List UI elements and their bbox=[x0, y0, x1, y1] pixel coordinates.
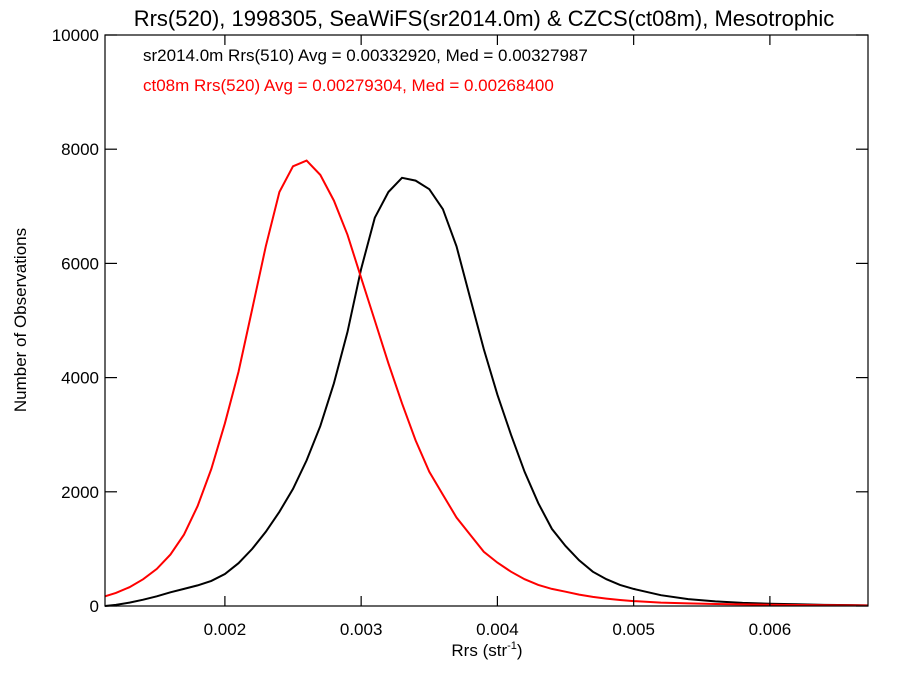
ticks-layer: 0.002 0.003 0.004 0.005 0.006 0 2000 4000 6000 80… bbox=[52, 26, 868, 639]
y-tick-label: 2000 bbox=[61, 483, 99, 502]
series-line-1 bbox=[104, 159, 869, 607]
x-axis-label-superscript: -1 bbox=[507, 640, 517, 652]
x-axis-label: Rrs (str-1) bbox=[451, 640, 522, 660]
y-tick-label: 10000 bbox=[52, 26, 99, 45]
y-tick-label: 4000 bbox=[61, 369, 99, 388]
annotation-red: ct08m Rrs(520) Avg = 0.00279304, Med = 0… bbox=[143, 76, 554, 95]
x-axis-label-end: ) bbox=[517, 641, 523, 660]
x-axis-label-main: Rrs (str bbox=[451, 641, 507, 660]
y-tick-label: 8000 bbox=[61, 140, 99, 159]
x-tick-label: 0.005 bbox=[612, 620, 655, 639]
y-tick-label: 0 bbox=[90, 597, 99, 616]
x-tick-label: 0.004 bbox=[476, 620, 519, 639]
chart-title: Rrs(520), 1998305, SeaWiFS(sr2014.0m) & … bbox=[134, 6, 835, 31]
series-line-0 bbox=[104, 176, 869, 607]
x-tick-label: 0.006 bbox=[749, 620, 792, 639]
y-axis-label: Number of Observations bbox=[11, 228, 30, 412]
annotation-black: sr2014.0m Rrs(510) Avg = 0.00332920, Med… bbox=[143, 46, 588, 65]
plot-frame bbox=[104, 34, 869, 607]
x-tick-label: 0.003 bbox=[340, 620, 383, 639]
x-tick-label: 0.002 bbox=[204, 620, 247, 639]
series-layer bbox=[104, 159, 869, 607]
y-tick-label: 6000 bbox=[61, 254, 99, 273]
